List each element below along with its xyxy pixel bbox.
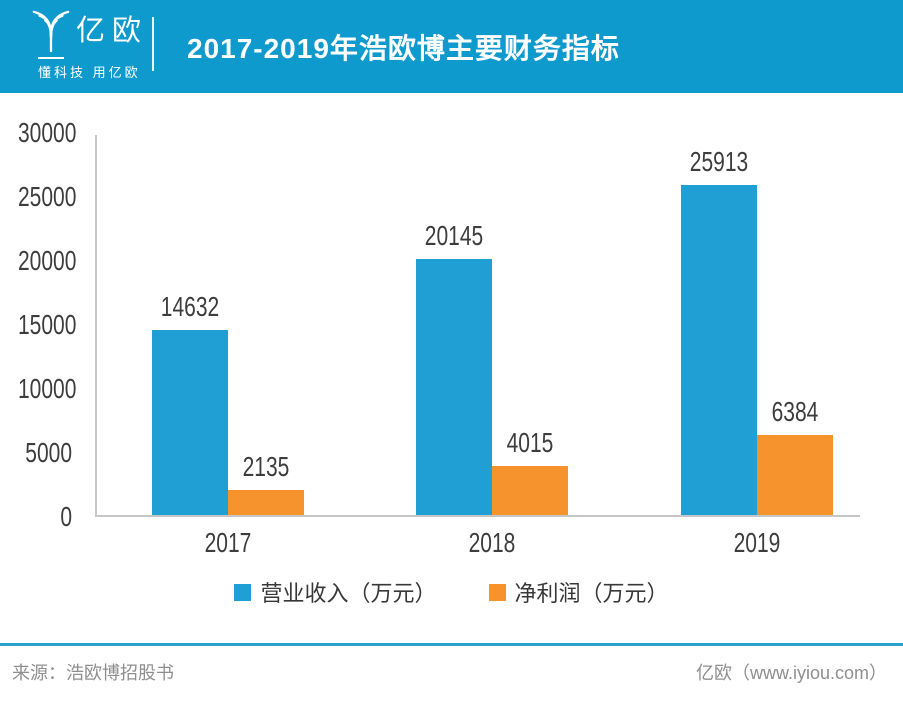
header-banner: 亿欧 懂科技 用亿欧 2017-2019年浩欧博主要财务指标: [0, 0, 903, 93]
y-tick-label: 15000: [18, 309, 77, 340]
logo-text: 亿欧: [76, 15, 149, 47]
branding-text: 亿欧（www.iyiou.com）: [695, 663, 887, 683]
bar-净利润（万元）-2019: [757, 435, 833, 517]
bar-营业收入（万元）-2019: [681, 185, 757, 517]
legend: 营业收入（万元） 净利润（万元）: [0, 578, 903, 606]
legend-label: 营业收入（万元）: [260, 581, 437, 606]
logo-underline: [38, 57, 64, 59]
bar-净利润（万元）-2018: [492, 466, 568, 517]
header-divider: [152, 17, 154, 71]
bar-value-label: 25913: [689, 146, 749, 177]
x-axis-label: 2017: [204, 527, 252, 558]
y-tick-label: 20000: [18, 245, 77, 276]
bar-value-label: 4015: [506, 427, 554, 458]
legend-color-swatch: [234, 583, 252, 601]
y-axis-line: [95, 135, 97, 517]
footer-divider-line: [0, 643, 903, 646]
iyiou-logo: 亿欧 懂科技 用亿欧: [30, 9, 160, 87]
bar-营业收入（万元）-2018: [416, 259, 492, 517]
y-tick-label: 0: [60, 501, 72, 532]
bar-净利润（万元）-2017: [228, 490, 304, 517]
iyiou-sheaf-icon: [32, 10, 70, 53]
legend-label: 净利润（万元）: [514, 581, 669, 606]
y-tick-label: 25000: [18, 181, 77, 212]
logo-row: 亿欧: [30, 9, 160, 53]
y-tick-label: 30000: [18, 117, 77, 148]
bar-value-label: 6384: [771, 396, 819, 427]
y-tick-label: 10000: [18, 373, 77, 404]
source-text: 来源：浩欧博招股书: [12, 663, 174, 683]
page-title: 2017-2019年浩欧博主要财务指标: [187, 32, 620, 64]
y-tick-label: 5000: [25, 437, 72, 468]
legend-color-swatch: [488, 583, 506, 601]
logo-tagline: 懂科技 用亿欧: [38, 65, 141, 80]
x-axis-label: 2018: [468, 527, 516, 558]
bar-value-label: 14632: [160, 291, 220, 322]
x-axis-label: 2019: [733, 527, 781, 558]
bar-value-label: 20145: [424, 220, 484, 251]
legend-item: 净利润（万元）: [488, 576, 669, 608]
bar-value-label: 2135: [242, 451, 290, 482]
bar-营业收入（万元）-2017: [152, 330, 228, 517]
x-axis-line: [95, 515, 860, 517]
legend-item: 营业收入（万元）: [234, 576, 437, 608]
